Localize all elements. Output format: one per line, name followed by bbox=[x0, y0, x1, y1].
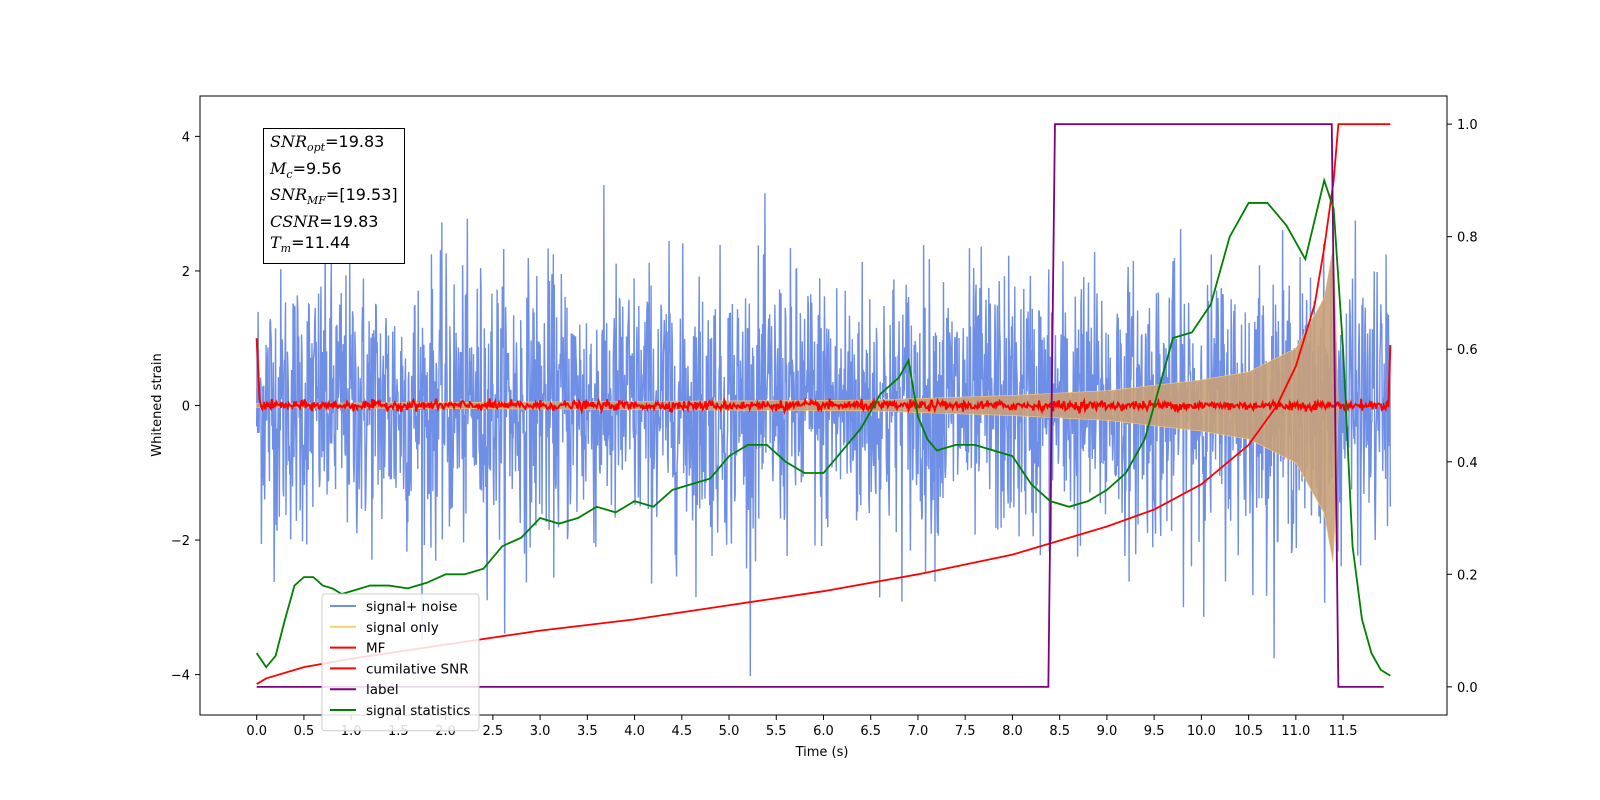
csnr-line: CSNR=19.83 bbox=[270, 212, 379, 232]
y-right-tick-label: 0.2 bbox=[1457, 568, 1478, 583]
y-left-tick-label: 0 bbox=[182, 400, 190, 415]
x-tick-label: 6.5 bbox=[860, 724, 881, 739]
x-tick-label: 5.0 bbox=[719, 724, 740, 739]
series-mf bbox=[255, 338, 1392, 415]
x-tick-label: 7.0 bbox=[908, 724, 929, 739]
series-label bbox=[256, 123, 1384, 688]
series-signal-statistics bbox=[255, 177, 1391, 677]
legend-entry: cumilative SNR bbox=[366, 661, 469, 677]
x-tick-label: 9.0 bbox=[1097, 724, 1118, 739]
legend-entry: MF bbox=[366, 641, 385, 657]
x-tick-label: 10.0 bbox=[1187, 724, 1216, 739]
x-tick-label: 9.5 bbox=[1144, 724, 1165, 739]
y-left-tick-label: 4 bbox=[182, 130, 190, 145]
x-tick-label: 0.0 bbox=[246, 724, 267, 739]
snr-mf-line: SNRMF=[19.53] bbox=[270, 185, 398, 208]
y-right-tick-label: 0.8 bbox=[1457, 231, 1478, 246]
y-right-tick-label: 0.6 bbox=[1457, 343, 1478, 358]
x-tick-label: 11.0 bbox=[1281, 724, 1310, 739]
y-axis-label: Whitened strain bbox=[150, 353, 165, 456]
x-tick-label: 0.5 bbox=[294, 724, 315, 739]
x-tick-label: 11.5 bbox=[1329, 724, 1358, 739]
tm-line: Tm=11.44 bbox=[270, 232, 351, 255]
y-right-tick-label: 0.0 bbox=[1457, 681, 1478, 696]
x-tick-label: 4.0 bbox=[624, 724, 645, 739]
x-tick-label: 7.5 bbox=[955, 724, 976, 739]
y-left-tick-label: −2 bbox=[171, 534, 190, 549]
legend-entry: signal only bbox=[366, 620, 439, 636]
y-axis-left: 4 2 0 −2 −4 bbox=[171, 130, 200, 684]
x-tick-label: 6.0 bbox=[813, 724, 834, 739]
legend-entry: signal+ noise bbox=[366, 599, 457, 615]
snr-opt-line: SNRopt=19.83 bbox=[270, 132, 385, 155]
x-axis-label: Time (s) bbox=[795, 745, 849, 760]
x-tick-label: 10.5 bbox=[1234, 724, 1263, 739]
plot-data-layer bbox=[255, 123, 1392, 688]
legend-box bbox=[321, 593, 480, 732]
mc-line: Mc=9.56 bbox=[270, 158, 342, 181]
series-signal-plus-noise bbox=[255, 185, 1392, 677]
x-tick-label: 8.0 bbox=[1002, 724, 1023, 739]
legend: signal+ noise signal only MF cumilative SNR… bbox=[321, 593, 480, 732]
x-tick-label: 4.5 bbox=[671, 724, 692, 739]
y-left-tick-label: 2 bbox=[182, 265, 190, 280]
x-tick-label: 8.5 bbox=[1049, 724, 1070, 739]
y-right-tick-label: 1.0 bbox=[1457, 118, 1478, 133]
x-tick-label: 3.0 bbox=[530, 724, 551, 739]
x-tick-label: 2.5 bbox=[483, 724, 504, 739]
y-right-tick-label: 0.4 bbox=[1457, 456, 1478, 471]
y-left-tick-label: −4 bbox=[171, 669, 190, 684]
x-tick-label: 5.5 bbox=[766, 724, 787, 739]
legend-entry: label bbox=[366, 682, 399, 698]
snr-annotation-box: SNRopt=19.83 Mc=9.56 SNRMF=[19.53] CSNR=… bbox=[263, 128, 405, 265]
y-axis-right: 1.0 0.8 0.6 0.4 0.2 0.0 bbox=[1447, 118, 1478, 696]
legend-entry: signal statistics bbox=[366, 703, 470, 719]
x-tick-label: 3.5 bbox=[577, 724, 598, 739]
